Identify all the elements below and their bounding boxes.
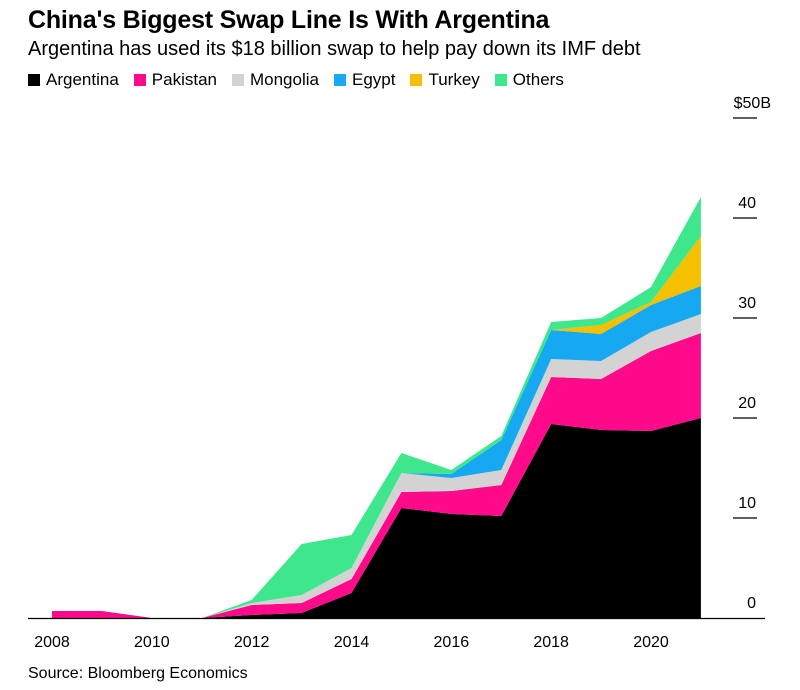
legend: Argentina Pakistan Mongolia Egypt Turkey Othe… xyxy=(28,70,579,90)
legend-item-pakistan: Pakistan xyxy=(133,70,217,90)
legend-item-mongolia: Mongolia xyxy=(231,70,319,90)
legend-label: Pakistan xyxy=(151,70,217,89)
y-tick-label: 20 xyxy=(738,395,756,412)
y-tick-label: $50B xyxy=(734,95,771,112)
area-argentina xyxy=(52,418,701,618)
x-tick-label: 2014 xyxy=(334,634,370,651)
legend-swatch xyxy=(494,74,507,86)
legend-label: Egypt xyxy=(351,70,396,89)
area-pakistan xyxy=(52,333,701,618)
x-tick-label: 2020 xyxy=(633,634,669,651)
legend-swatch xyxy=(133,74,146,86)
source-note: Source: Bloomberg Economics xyxy=(28,665,248,682)
x-tick-label: 2008 xyxy=(34,634,70,651)
y-tick-label: 30 xyxy=(738,295,756,312)
legend-item-others: Others xyxy=(494,70,564,90)
x-tick-label: 2016 xyxy=(434,634,470,651)
legend-label: Argentina xyxy=(46,70,119,89)
legend-label: Others xyxy=(512,70,564,89)
legend-swatch xyxy=(410,74,423,86)
chart-title: China's Biggest Swap Line Is With Argent… xyxy=(28,6,550,34)
legend-swatch xyxy=(28,74,40,86)
area-mongolia xyxy=(52,314,701,618)
legend-swatch xyxy=(231,74,244,86)
legend-item-argentina: Argentina xyxy=(28,70,119,90)
area-egypt xyxy=(52,286,701,618)
legend-label: Turkey xyxy=(428,70,480,89)
y-tick-label: 0 xyxy=(747,595,756,612)
legend-item-turkey: Turkey xyxy=(410,70,480,90)
x-tick-label: 2010 xyxy=(134,634,170,651)
y-tick-label: 40 xyxy=(738,195,756,212)
chart-subtitle: Argentina has used its $18 billion swap … xyxy=(28,38,641,60)
legend-swatch xyxy=(333,74,346,86)
legend-item-egypt: Egypt xyxy=(333,70,396,90)
legend-label: Mongolia xyxy=(249,70,319,89)
y-tick-label: 10 xyxy=(738,495,756,512)
x-tick-label: 2018 xyxy=(533,634,569,651)
x-tick-label: 2012 xyxy=(234,634,270,651)
